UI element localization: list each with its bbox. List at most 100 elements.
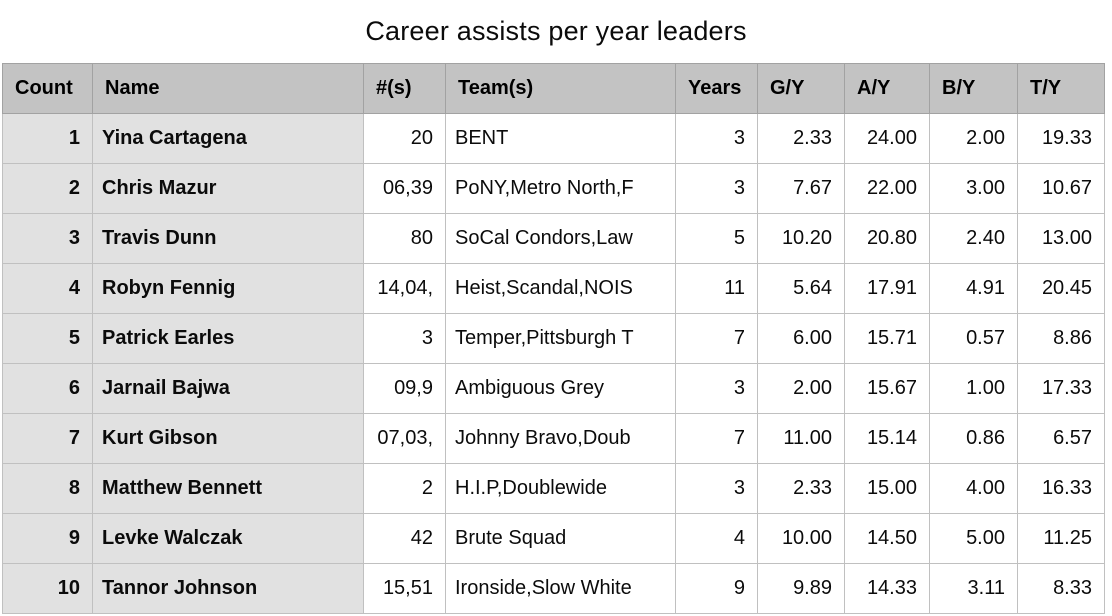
cell-teams: H.I.P,Doublewide: [445, 463, 676, 514]
cell-by: 3.11: [929, 563, 1018, 614]
cell-numbers: 3: [363, 313, 446, 364]
cell-count: 8: [2, 463, 93, 514]
cell-count: 3: [2, 213, 93, 264]
cell-ty: 11.25: [1017, 513, 1105, 564]
cell-ty: 10.67: [1017, 163, 1105, 214]
col-header-years: Years: [675, 63, 758, 114]
table-row: 6 Jarnail Bajwa 09,9 Ambiguous Grey 3 2.…: [2, 363, 1105, 414]
cell-ay: 22.00: [844, 163, 930, 214]
cell-teams: Temper,Pittsburgh T: [445, 313, 676, 364]
cell-years: 9: [675, 563, 758, 614]
cell-years: 3: [675, 163, 758, 214]
table-row: 9 Levke Walczak 42 Brute Squad 4 10.00 1…: [2, 513, 1105, 564]
cell-teams: PoNY,Metro North,F: [445, 163, 676, 214]
cell-numbers: 06,39: [363, 163, 446, 214]
cell-numbers: 07,03,: [363, 413, 446, 464]
cell-teams: SoCal Condors,Law: [445, 213, 676, 264]
table-row: 1 Yina Cartagena 20 BENT 3 2.33 24.00 2.…: [2, 113, 1105, 164]
cell-years: 3: [675, 363, 758, 414]
cell-by: 1.00: [929, 363, 1018, 414]
col-header-gy: G/Y: [757, 63, 845, 114]
col-header-numbers: #(s): [363, 63, 446, 114]
cell-teams: Heist,Scandal,NOIS: [445, 263, 676, 314]
cell-ay: 20.80: [844, 213, 930, 264]
page-title: Career assists per year leaders: [365, 16, 747, 46]
cell-gy: 5.64: [757, 263, 845, 314]
cell-gy: 11.00: [757, 413, 845, 464]
cell-numbers: 09,9: [363, 363, 446, 414]
col-header-teams: Team(s): [445, 63, 676, 114]
cell-ty: 13.00: [1017, 213, 1105, 264]
cell-count: 6: [2, 363, 93, 414]
cell-ay: 24.00: [844, 113, 930, 164]
cell-by: 3.00: [929, 163, 1018, 214]
table-row: 8 Matthew Bennett 2 H.I.P,Doublewide 3 2…: [2, 463, 1105, 514]
table-row: 7 Kurt Gibson 07,03, Johnny Bravo,Doub 7…: [2, 413, 1105, 464]
cell-count: 1: [2, 113, 93, 164]
cell-by: 0.86: [929, 413, 1018, 464]
table-row: 2 Chris Mazur 06,39 PoNY,Metro North,F 3…: [2, 163, 1105, 214]
cell-by: 0.57: [929, 313, 1018, 364]
header-row: Count Name #(s) Team(s) Years G/Y A/Y B/…: [2, 63, 1105, 114]
cell-by: 5.00: [929, 513, 1018, 564]
cell-ay: 14.33: [844, 563, 930, 614]
cell-name: Matthew Bennett: [92, 463, 364, 514]
cell-numbers: 20: [363, 113, 446, 164]
cell-years: 3: [675, 463, 758, 514]
cell-count: 5: [2, 313, 93, 364]
cell-ay: 17.91: [844, 263, 930, 314]
cell-gy: 2.33: [757, 113, 845, 164]
leaders-table: Count Name #(s) Team(s) Years G/Y A/Y B/…: [2, 63, 1105, 614]
cell-teams: Johnny Bravo,Doub: [445, 413, 676, 464]
table-row: 5 Patrick Earles 3 Temper,Pittsburgh T 7…: [2, 313, 1105, 364]
cell-name: Yina Cartagena: [92, 113, 364, 164]
cell-teams: Ironside,Slow White: [445, 563, 676, 614]
cell-name: Patrick Earles: [92, 313, 364, 364]
cell-years: 4: [675, 513, 758, 564]
cell-by: 4.91: [929, 263, 1018, 314]
cell-gy: 9.89: [757, 563, 845, 614]
cell-ay: 15.14: [844, 413, 930, 464]
cell-ay: 14.50: [844, 513, 930, 564]
cell-ty: 20.45: [1017, 263, 1105, 314]
cell-name: Jarnail Bajwa: [92, 363, 364, 414]
cell-name: Kurt Gibson: [92, 413, 364, 464]
cell-name: Robyn Fennig: [92, 263, 364, 314]
cell-ty: 16.33: [1017, 463, 1105, 514]
cell-name: Chris Mazur: [92, 163, 364, 214]
title-bar: Career assists per year leaders: [0, 0, 1112, 63]
cell-ty: 6.57: [1017, 413, 1105, 464]
cell-count: 10: [2, 563, 93, 614]
cell-numbers: 2: [363, 463, 446, 514]
cell-name: Levke Walczak: [92, 513, 364, 564]
cell-years: 3: [675, 113, 758, 164]
cell-gy: 2.00: [757, 363, 845, 414]
cell-count: 2: [2, 163, 93, 214]
cell-name: Travis Dunn: [92, 213, 364, 264]
cell-ay: 15.67: [844, 363, 930, 414]
cell-ty: 17.33: [1017, 363, 1105, 414]
cell-ty: 19.33: [1017, 113, 1105, 164]
cell-teams: BENT: [445, 113, 676, 164]
cell-by: 2.40: [929, 213, 1018, 264]
table-row: 3 Travis Dunn 80 SoCal Condors,Law 5 10.…: [2, 213, 1105, 264]
cell-numbers: 80: [363, 213, 446, 264]
cell-by: 2.00: [929, 113, 1018, 164]
cell-years: 7: [675, 313, 758, 364]
cell-years: 7: [675, 413, 758, 464]
cell-years: 11: [675, 263, 758, 314]
cell-teams: Ambiguous Grey: [445, 363, 676, 414]
cell-count: 9: [2, 513, 93, 564]
cell-teams: Brute Squad: [445, 513, 676, 564]
cell-numbers: 14,04,: [363, 263, 446, 314]
table-row: 10 Tannor Johnson 15,51 Ironside,Slow Wh…: [2, 563, 1105, 614]
cell-gy: 10.00: [757, 513, 845, 564]
cell-name: Tannor Johnson: [92, 563, 364, 614]
leaders-table-container: Count Name #(s) Team(s) Years G/Y A/Y B/…: [2, 63, 1105, 614]
cell-count: 4: [2, 263, 93, 314]
col-header-name: Name: [92, 63, 364, 114]
cell-ty: 8.86: [1017, 313, 1105, 364]
cell-numbers: 42: [363, 513, 446, 564]
cell-ay: 15.00: [844, 463, 930, 514]
cell-gy: 6.00: [757, 313, 845, 364]
